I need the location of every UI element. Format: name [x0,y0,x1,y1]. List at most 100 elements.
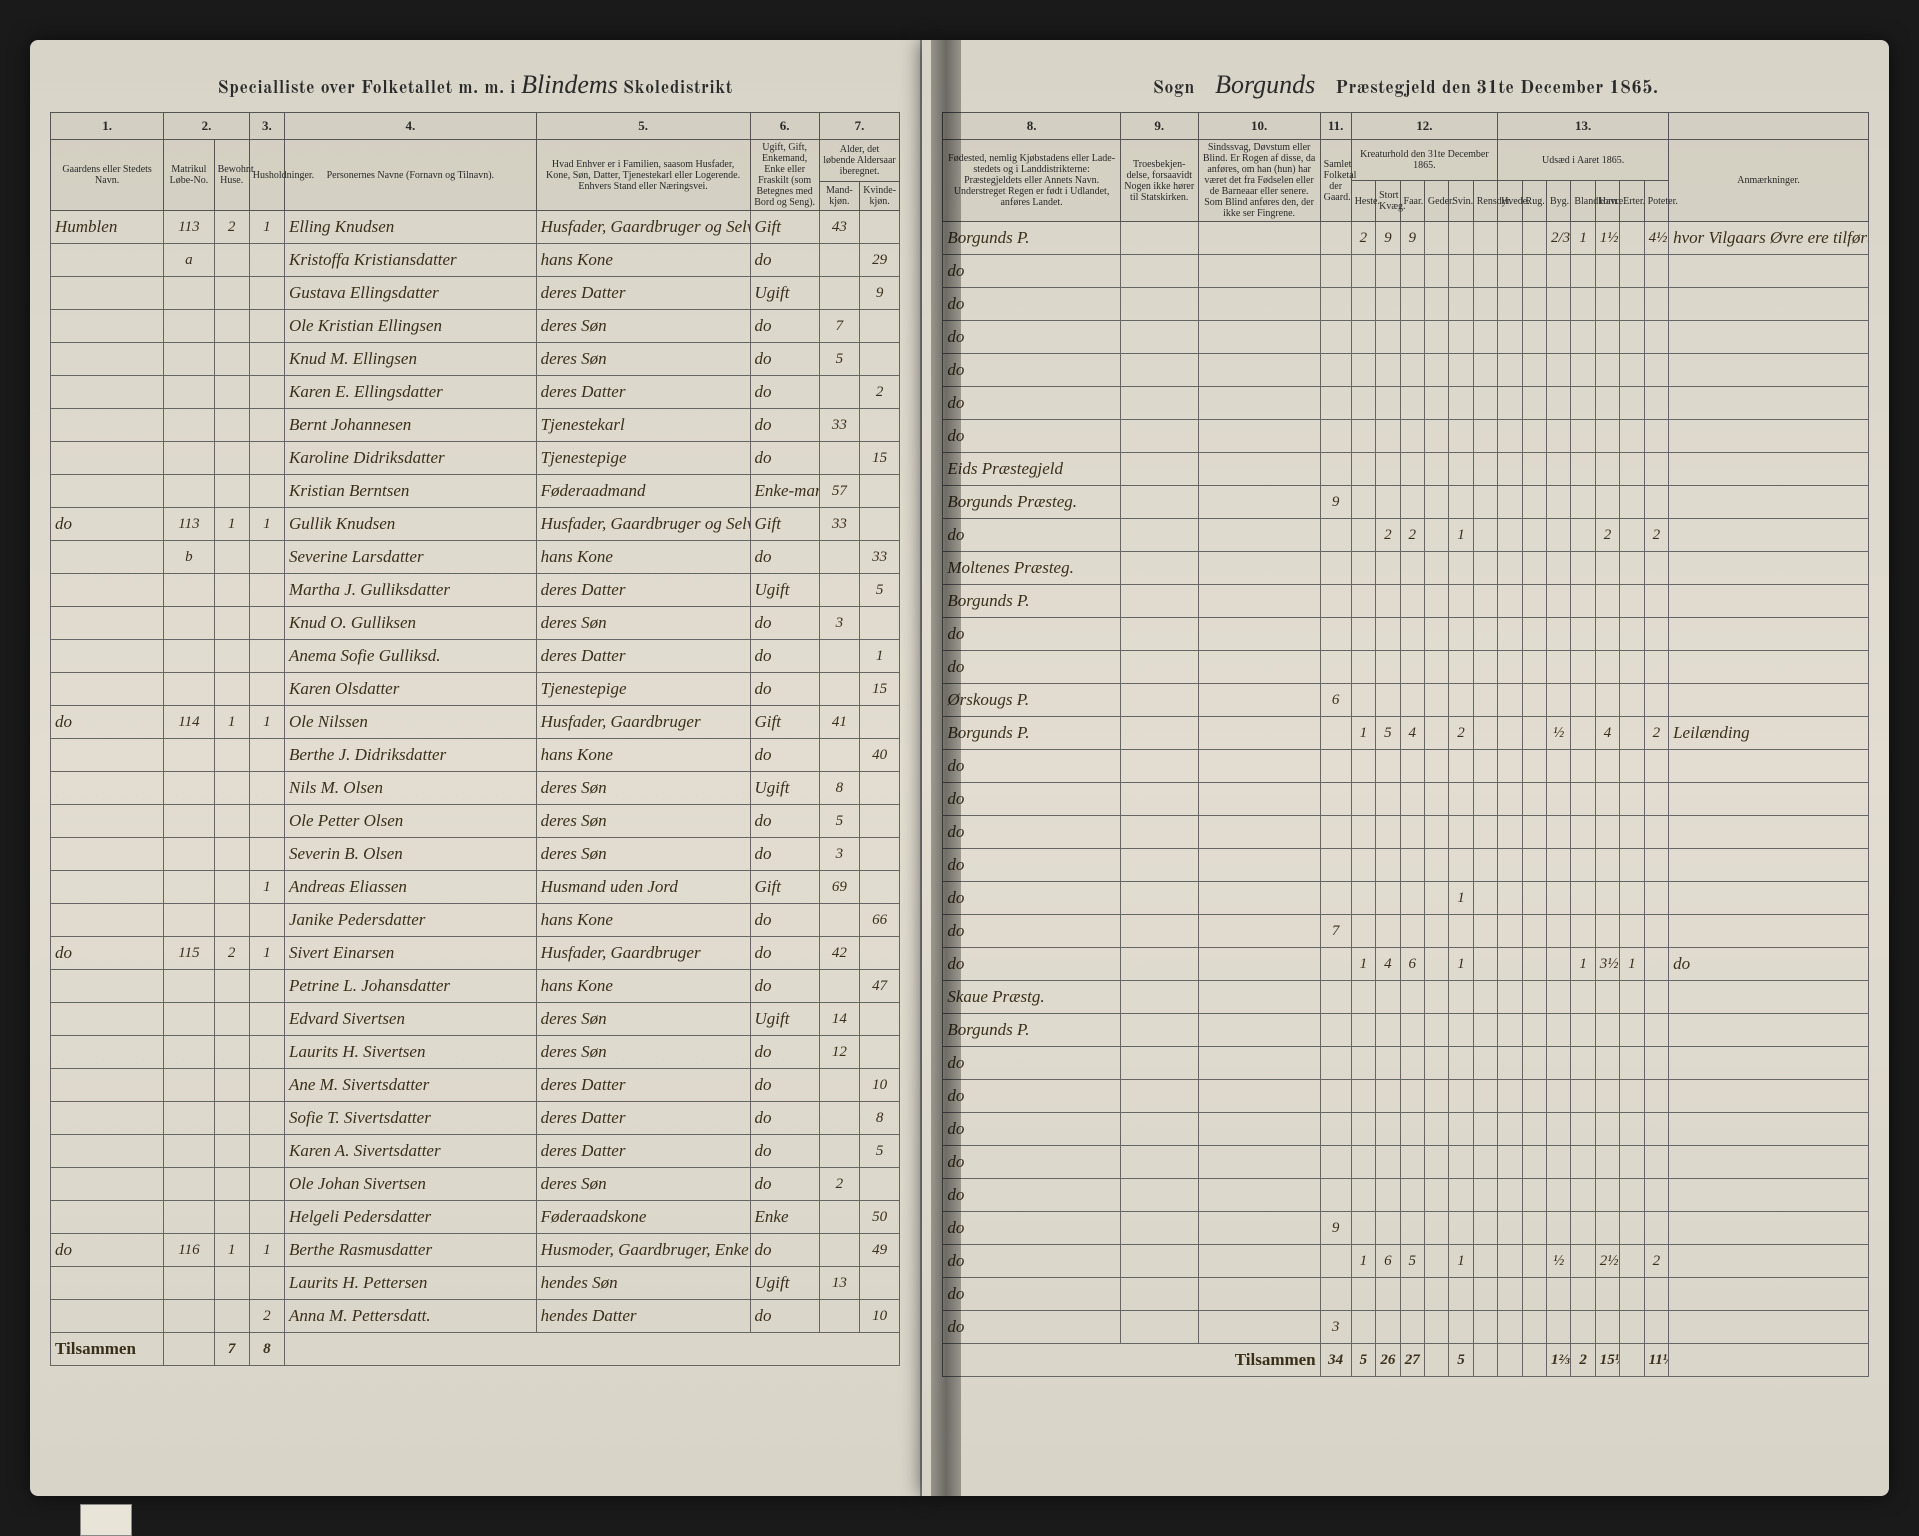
cell-pos: Husmand uden Jord [536,871,750,904]
cell-hh [249,442,284,475]
cell-hv [1498,1212,1522,1245]
cell-sv [1449,1311,1473,1344]
cell-hus [214,541,249,574]
cell-sv [1449,1146,1473,1179]
cell-ha [1595,684,1619,717]
cell-rem [1669,882,1869,915]
cell-rd [1473,453,1497,486]
cell-ha [1595,816,1619,849]
cell-civ: do [750,1069,819,1102]
cell-sv [1449,255,1473,288]
table-row: do [943,849,1869,882]
cell-bg [1546,519,1570,552]
cell-rem [1669,420,1869,453]
cell-bg [1546,1014,1570,1047]
cell-rd [1473,618,1497,651]
cell-hv [1498,1179,1522,1212]
cell-place [51,1267,164,1300]
cell-birth: do [943,1146,1121,1179]
cell-matr [164,772,214,805]
cell-hus [214,772,249,805]
h-total: Samlet Folketal der Gaard. [1320,140,1351,222]
cell-k: 10 [859,1069,899,1102]
colnum-13: 13. [1498,113,1669,140]
cell-blank2 [1198,1212,1320,1245]
cell-po [1644,1212,1668,1245]
cell-g [1424,1278,1448,1311]
cell-matr [164,1168,214,1201]
cell-hh [249,607,284,640]
cell-name: Karoline Didriksdatter [285,442,537,475]
cell-h [1351,486,1375,519]
cell-matr [164,475,214,508]
cell-m [819,1069,859,1102]
cell-h [1351,255,1375,288]
footer-hus: 7 [214,1333,249,1366]
cell-birth: do [943,420,1121,453]
cell-bg: 2/3 [1546,222,1570,255]
cell-m [819,376,859,409]
cell-sv [1449,750,1473,783]
cell-rg [1522,1146,1546,1179]
cell-blank1 [1120,618,1198,651]
cell-name: Anema Sofie Gulliksd. [285,640,537,673]
cell-hv [1498,915,1522,948]
cell-hv [1498,684,1522,717]
cell-m [819,1201,859,1234]
cell-hh [249,376,284,409]
table-row: do [943,1278,1869,1311]
cell-blank2 [1198,1278,1320,1311]
cell-k: 9 [859,277,899,310]
cell-rem [1669,915,1869,948]
cell-civ: Ugift [750,574,819,607]
cell-blank1 [1120,1311,1198,1344]
table-row: do [943,321,1869,354]
cell-sk [1376,849,1400,882]
cell-blank2 [1198,1311,1320,1344]
cell-rg [1522,948,1546,981]
cell-pos: hendes Søn [536,1267,750,1300]
cell-er [1620,1014,1644,1047]
h-byg: Byg. [1546,181,1570,222]
cell-civ: do [750,1036,819,1069]
colnum-1: 1. [51,113,164,140]
cell-c11 [1320,1080,1351,1113]
table-row: Borgunds P.2992/311½4½hvor Vilgaars Øvre… [943,222,1869,255]
cell-h [1351,1179,1375,1212]
cell-hh [249,1003,284,1036]
cell-f: 6 [1400,948,1424,981]
cell-c11: 7 [1320,915,1351,948]
cell-sk [1376,321,1400,354]
cell-bl [1571,618,1595,651]
cell-bg [1546,585,1570,618]
cell-m [819,1300,859,1333]
cell-sk [1376,1014,1400,1047]
cell-c11 [1320,1014,1351,1047]
cell-birth: do [943,519,1121,552]
table-row: Karoline DidriksdatterTjenestepigedo15 [51,442,900,475]
cell-name: Kristoffa Kristiansdatter [285,244,537,277]
cell-pos: deres Datter [536,376,750,409]
table-row: do [943,288,1869,321]
table-row: do [943,1179,1869,1212]
cell-rg [1522,1014,1546,1047]
table-row: do9 [943,1212,1869,1245]
cell-rem [1669,1113,1869,1146]
cell-sk [1376,1146,1400,1179]
f-bl: 2 [1571,1344,1595,1377]
cell-bg [1546,321,1570,354]
table-row: do1 [943,882,1869,915]
h-havre: Havre. [1595,181,1619,222]
cell-hh [249,1201,284,1234]
cell-po [1644,453,1668,486]
cell-bl [1571,1311,1595,1344]
table-row: 1Andreas EliassenHusmand uden JordGift69 [51,871,900,904]
cell-name: Berthe Rasmusdatter [285,1234,537,1267]
h-faith: Troesbekjen-delse, forsaavidt Nogen ikke… [1120,140,1198,222]
cell-po [1644,585,1668,618]
cell-k [859,706,899,739]
colnum-6: 6. [750,113,819,140]
cell-ha [1595,1179,1619,1212]
cell-sk [1376,651,1400,684]
cell-civ: Ugift [750,277,819,310]
